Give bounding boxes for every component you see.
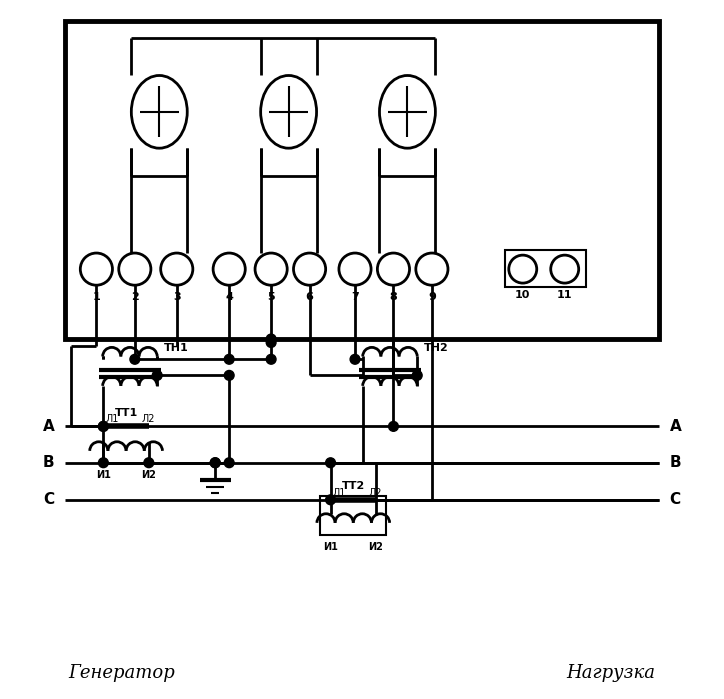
Circle shape [266,338,276,347]
Text: Нагрузка: Нагрузка [567,663,655,682]
Text: ТН1: ТН1 [164,343,189,353]
Text: 11: 11 [557,290,573,300]
Text: B: B [670,455,681,470]
Text: И2: И2 [369,542,384,552]
Text: 2: 2 [131,292,139,302]
Text: 3: 3 [173,292,180,302]
Text: Л2: Л2 [369,488,382,498]
Circle shape [266,334,276,344]
Text: 5: 5 [267,292,275,302]
Text: C: C [43,492,54,507]
Text: 9: 9 [428,292,436,302]
Circle shape [350,354,360,364]
Text: A: A [670,419,681,434]
Text: И1: И1 [323,542,338,552]
Circle shape [210,458,220,468]
Circle shape [224,354,234,364]
Circle shape [130,354,140,364]
Circle shape [224,458,234,468]
Text: Л1: Л1 [106,415,119,424]
Circle shape [224,370,234,380]
Circle shape [326,458,335,468]
Text: Генератор: Генератор [69,663,175,682]
Circle shape [266,354,276,364]
Circle shape [98,458,109,468]
Text: C: C [670,492,681,507]
Bar [505,250,586,287]
Text: 7: 7 [351,292,359,302]
Text: И2: И2 [141,470,156,480]
Circle shape [98,421,109,431]
Circle shape [98,421,109,431]
Circle shape [152,370,162,380]
Circle shape [389,421,398,431]
Bar [320,496,387,535]
Text: ТТ1: ТТ1 [114,408,138,418]
Circle shape [144,458,153,468]
Text: 10: 10 [515,290,531,300]
Text: 1: 1 [93,292,100,302]
Circle shape [210,458,220,468]
Text: A: A [43,419,54,434]
Circle shape [413,370,422,380]
Text: 4: 4 [225,292,233,302]
Text: ТН2: ТН2 [424,343,449,353]
Text: 8: 8 [390,292,397,302]
Circle shape [326,495,335,505]
Bar [65,21,659,339]
Text: И1: И1 [96,470,111,480]
Text: ТТ2: ТТ2 [342,482,365,491]
Text: Л2: Л2 [142,415,156,424]
Text: B: B [43,455,54,470]
Text: 6: 6 [306,292,313,302]
Text: Л1: Л1 [332,488,346,498]
